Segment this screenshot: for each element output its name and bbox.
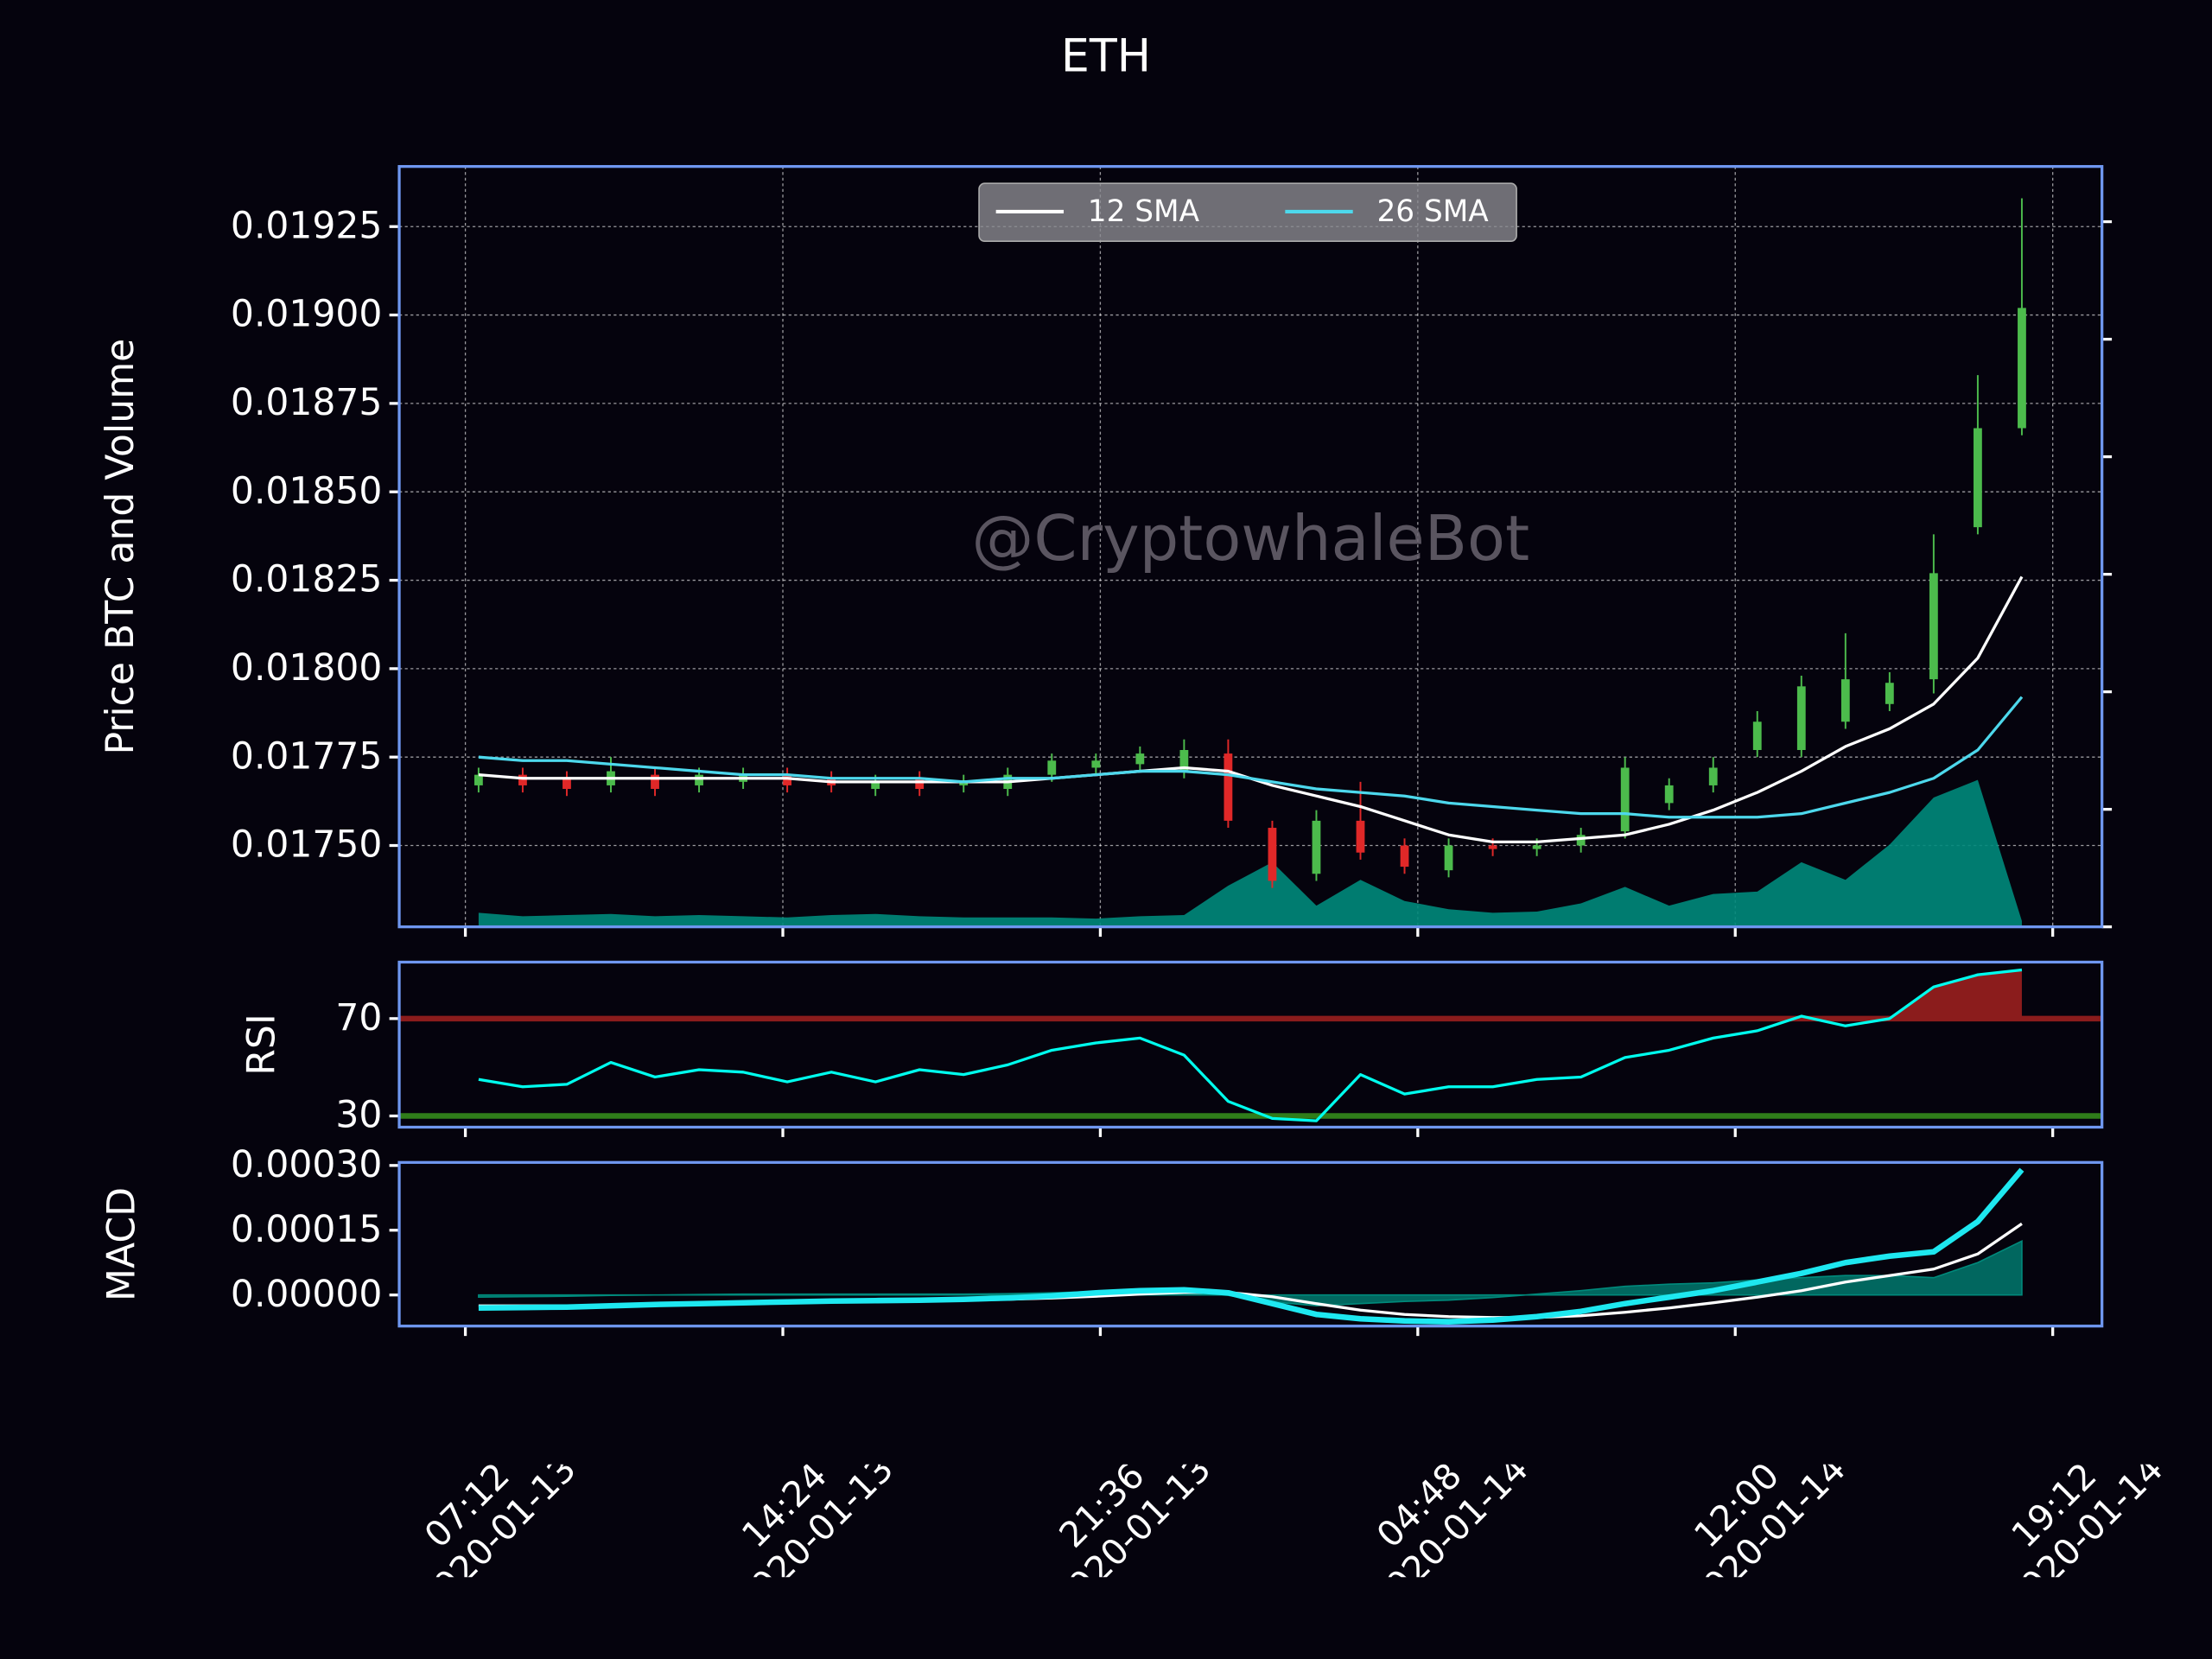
series-line bbox=[478, 968, 2023, 1122]
series-line bbox=[478, 1167, 2024, 1325]
y-axis-label: MACD bbox=[100, 1187, 144, 1301]
y-tick-label: 0.01750 bbox=[231, 824, 382, 867]
y-tick-label: 0.01800 bbox=[231, 647, 382, 690]
candle-body bbox=[1796, 686, 1806, 751]
y-tick-label: 0.00015 bbox=[231, 1209, 382, 1251]
x-tick-label-box: 21:36 2020-01-13 bbox=[1045, 1464, 1219, 1578]
candle-body bbox=[1576, 835, 1586, 846]
candle-body bbox=[474, 774, 483, 785]
candle-body bbox=[959, 781, 969, 785]
x-tick-label: 21:36 2020-01-13 bbox=[1045, 1464, 1219, 1578]
y-tick-label: 0.01850 bbox=[231, 470, 382, 512]
x-tick-label-box: 07:12 2020-01-13 bbox=[410, 1464, 584, 1578]
x-tick-label: 19:12 2020-01-14 bbox=[1997, 1464, 2171, 1578]
x-tick-label-box: 14:24 2020-01-13 bbox=[727, 1464, 901, 1578]
candle-body bbox=[1708, 767, 1718, 785]
axes-frame bbox=[397, 165, 2104, 929]
candle-body bbox=[1929, 573, 1938, 680]
candle-body bbox=[1047, 760, 1057, 775]
candle-body bbox=[1752, 721, 1762, 751]
y-axis-label: RSI bbox=[239, 1014, 283, 1076]
legend-label: 26 SMA bbox=[1376, 194, 1489, 229]
candle-body bbox=[871, 781, 880, 790]
y-tick-label: 0.01925 bbox=[231, 205, 382, 247]
volume-area bbox=[478, 779, 2022, 927]
y-tick-label: 30 bbox=[335, 1095, 382, 1137]
candle-body bbox=[783, 774, 792, 785]
candle-body bbox=[2018, 308, 2026, 429]
series-line bbox=[478, 696, 2024, 819]
y-tick-label: 70 bbox=[335, 997, 382, 1039]
x-tick-label-box: 04:48 2020-01-14 bbox=[1362, 1464, 1536, 1578]
x-tick-label-box: 12:00 2020-01-14 bbox=[1679, 1464, 1854, 1578]
candle-body bbox=[1224, 753, 1233, 821]
y-tick-label: 0.01875 bbox=[231, 382, 382, 424]
candle-body bbox=[695, 774, 703, 785]
watermark: @CryptowhaleBot bbox=[972, 502, 1530, 575]
x-tick-label-box: 19:12 2020-01-14 bbox=[1997, 1464, 2171, 1578]
candle-body bbox=[1974, 428, 1982, 528]
candle-body bbox=[1179, 750, 1189, 772]
x-tick-label: 04:48 2020-01-14 bbox=[1362, 1464, 1536, 1578]
y-axis-label: Price BTC and Volume bbox=[99, 339, 143, 755]
candle-body bbox=[1400, 845, 1409, 868]
candle-body bbox=[1135, 753, 1145, 765]
candle-body bbox=[1664, 785, 1674, 804]
y-tick-label: 0.00030 bbox=[231, 1144, 382, 1186]
candle-body bbox=[1620, 767, 1630, 832]
candle-body bbox=[1488, 845, 1497, 849]
candle-body bbox=[563, 778, 571, 790]
x-tick-label: 14:24 2020-01-13 bbox=[727, 1464, 901, 1578]
axes-frame bbox=[397, 960, 2104, 1129]
y-tick-label: 0.01825 bbox=[231, 559, 382, 601]
candle-body bbox=[1885, 683, 1894, 704]
y-tick-label: 0.01775 bbox=[231, 735, 382, 778]
candle-body bbox=[1312, 820, 1321, 874]
candle-body bbox=[1444, 845, 1453, 871]
x-tick-label: 12:00 2020-01-14 bbox=[1679, 1464, 1854, 1578]
y-tick-label: 0.01900 bbox=[231, 294, 382, 336]
candle-body bbox=[1268, 828, 1277, 881]
candle-body bbox=[1840, 679, 1850, 722]
overbought-fill bbox=[1794, 969, 2022, 1019]
legend-label: 12 SMA bbox=[1088, 194, 1200, 229]
candle-body bbox=[1091, 760, 1101, 768]
chart-title: ETH bbox=[1061, 31, 1151, 83]
candle-body bbox=[1356, 820, 1365, 853]
y-tick-label: 0.00000 bbox=[231, 1274, 382, 1316]
candle-body bbox=[651, 774, 659, 790]
x-tick-label: 07:12 2020-01-13 bbox=[410, 1464, 584, 1578]
axes-frame bbox=[397, 1160, 2104, 1328]
candle-body bbox=[1532, 845, 1541, 849]
legend-box bbox=[978, 182, 1517, 242]
candle-body bbox=[915, 778, 925, 790]
candle-body bbox=[518, 774, 527, 785]
